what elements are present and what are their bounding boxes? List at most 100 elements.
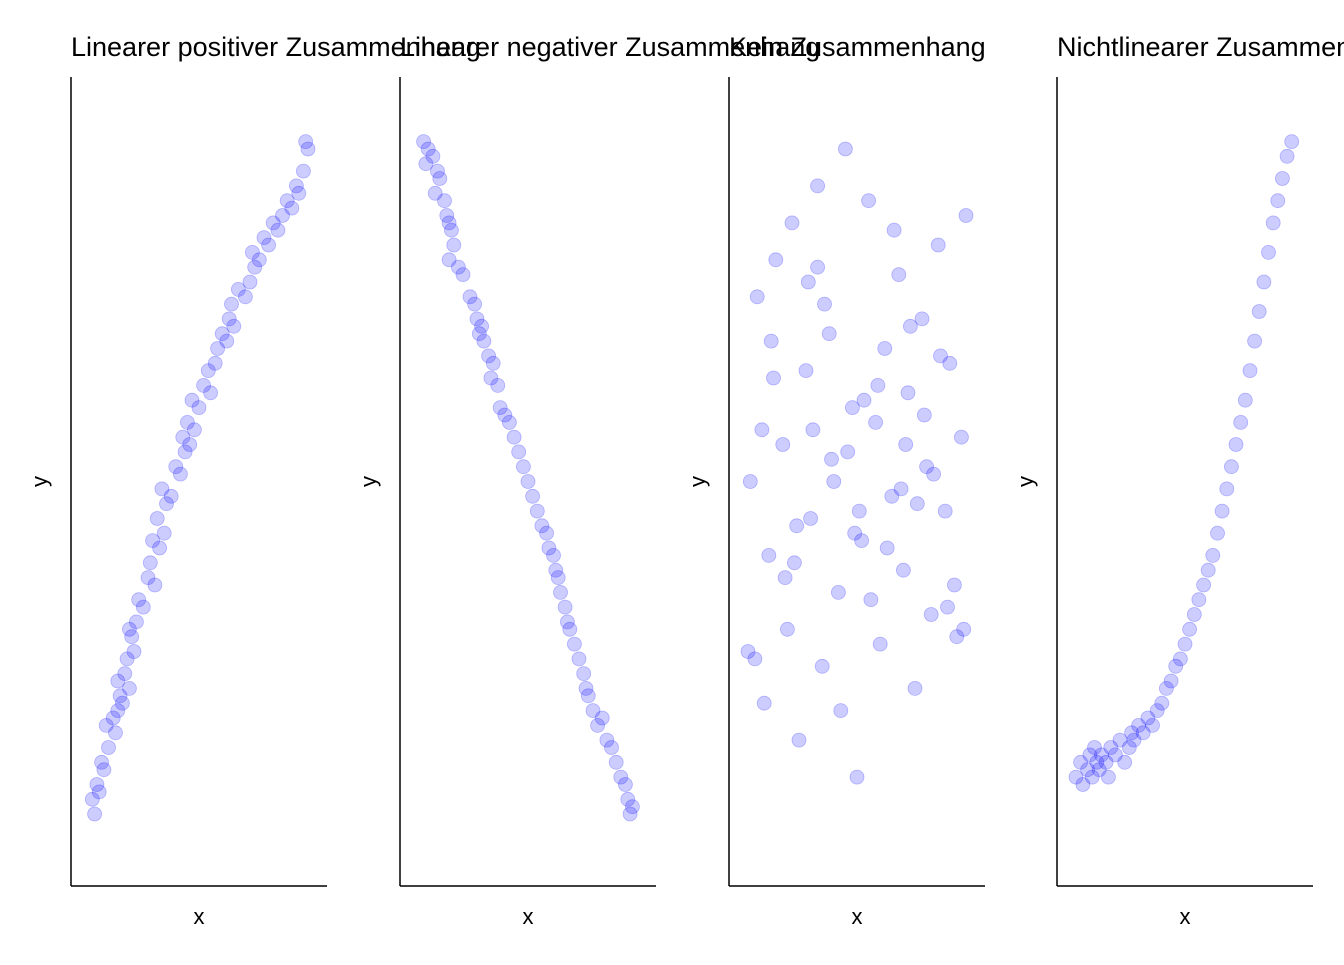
data-point: [870, 377, 886, 393]
data-point: [933, 348, 948, 364]
data-point: [481, 348, 497, 364]
x-axis-label: x: [523, 904, 534, 929]
data-point: [1121, 740, 1137, 755]
data-point: [142, 555, 158, 571]
data-point: [856, 392, 872, 408]
data-point: [884, 488, 900, 504]
data-point: [207, 355, 223, 371]
data-point: [940, 599, 955, 615]
data-point: [291, 185, 307, 201]
data-point: [831, 585, 846, 600]
y-axis-label: y: [27, 476, 52, 487]
data-point: [803, 511, 818, 526]
data-point: [210, 341, 226, 356]
data-point: [1080, 762, 1095, 778]
data-point: [84, 791, 100, 807]
data-point: [780, 621, 795, 637]
data-point: [300, 141, 316, 157]
data-point: [172, 466, 188, 482]
data-point: [117, 666, 133, 681]
y-axis-label: y: [356, 476, 381, 487]
data-point: [1247, 333, 1262, 349]
data-point: [432, 171, 448, 186]
data-point: [1256, 274, 1272, 290]
data-point: [907, 681, 923, 696]
panel-title: Linearer negativer Zusammenhang: [400, 32, 820, 62]
data-point: [1103, 740, 1119, 755]
data-point: [1124, 725, 1139, 741]
data-point: [1182, 621, 1197, 637]
data-point: [230, 281, 246, 297]
data-point: [622, 806, 638, 822]
data-point: [1159, 681, 1174, 696]
data-point: [1089, 754, 1105, 770]
data-point: [562, 621, 578, 637]
data-point: [590, 718, 605, 733]
data-point: [861, 193, 876, 209]
data-point: [742, 474, 758, 489]
data-point: [817, 296, 832, 312]
data-point: [763, 333, 779, 349]
x-axis-label: x: [194, 904, 205, 929]
data-point: [879, 540, 895, 556]
data-point: [420, 141, 436, 157]
data-point: [462, 289, 478, 305]
data-point: [578, 681, 594, 696]
data-point: [805, 422, 821, 438]
data-point: [1075, 777, 1091, 792]
data-point: [914, 311, 930, 327]
data-point: [1135, 725, 1151, 741]
data-point: [152, 540, 168, 556]
data-point: [580, 688, 596, 704]
data-point: [298, 134, 314, 150]
panel-title: Nichtlinearer Zusammenhang: [1057, 32, 1344, 62]
data-points: [740, 141, 974, 785]
data-point: [791, 732, 807, 748]
data-point: [618, 777, 633, 792]
data-point: [1126, 732, 1142, 748]
y-axis-label: y: [1013, 476, 1038, 487]
data-point: [184, 392, 200, 408]
data-point: [1251, 304, 1267, 319]
data-point: [483, 370, 499, 386]
data-point: [608, 754, 624, 770]
data-point: [886, 222, 902, 238]
data-point: [516, 459, 531, 475]
data-points: [416, 134, 640, 822]
data-point: [534, 518, 550, 534]
data-point: [265, 215, 281, 231]
x-axis-label: x: [1180, 904, 1191, 929]
data-point: [849, 769, 865, 785]
data-point: [520, 474, 536, 489]
data-point: [492, 400, 508, 416]
data-point: [553, 585, 568, 600]
data-point: [1219, 481, 1235, 497]
data-point: [105, 710, 121, 726]
data-point: [1117, 754, 1133, 770]
data-point: [1265, 215, 1281, 231]
data-point: [511, 444, 527, 460]
data-point: [437, 193, 452, 209]
data-point: [159, 496, 174, 512]
data-point: [115, 695, 130, 711]
data-point: [958, 208, 974, 223]
panel-negative-linear: Linearer negativer Zusammenhang x y: [356, 32, 820, 929]
data-point: [501, 414, 517, 430]
data-point: [1140, 710, 1156, 726]
data-point: [121, 681, 137, 696]
data-point: [1186, 607, 1202, 622]
data-point: [237, 289, 253, 305]
data-point: [749, 289, 765, 305]
data-point: [490, 377, 506, 393]
data-point: [604, 740, 619, 755]
data-point: [1284, 134, 1300, 150]
data-point: [775, 437, 791, 452]
data-point: [91, 784, 107, 800]
data-point: [226, 318, 242, 334]
data-point: [1196, 577, 1211, 593]
data-point: [441, 252, 457, 268]
data-point: [1224, 459, 1239, 475]
data-point: [94, 754, 109, 770]
data-point: [838, 141, 853, 157]
data-point: [96, 762, 112, 778]
